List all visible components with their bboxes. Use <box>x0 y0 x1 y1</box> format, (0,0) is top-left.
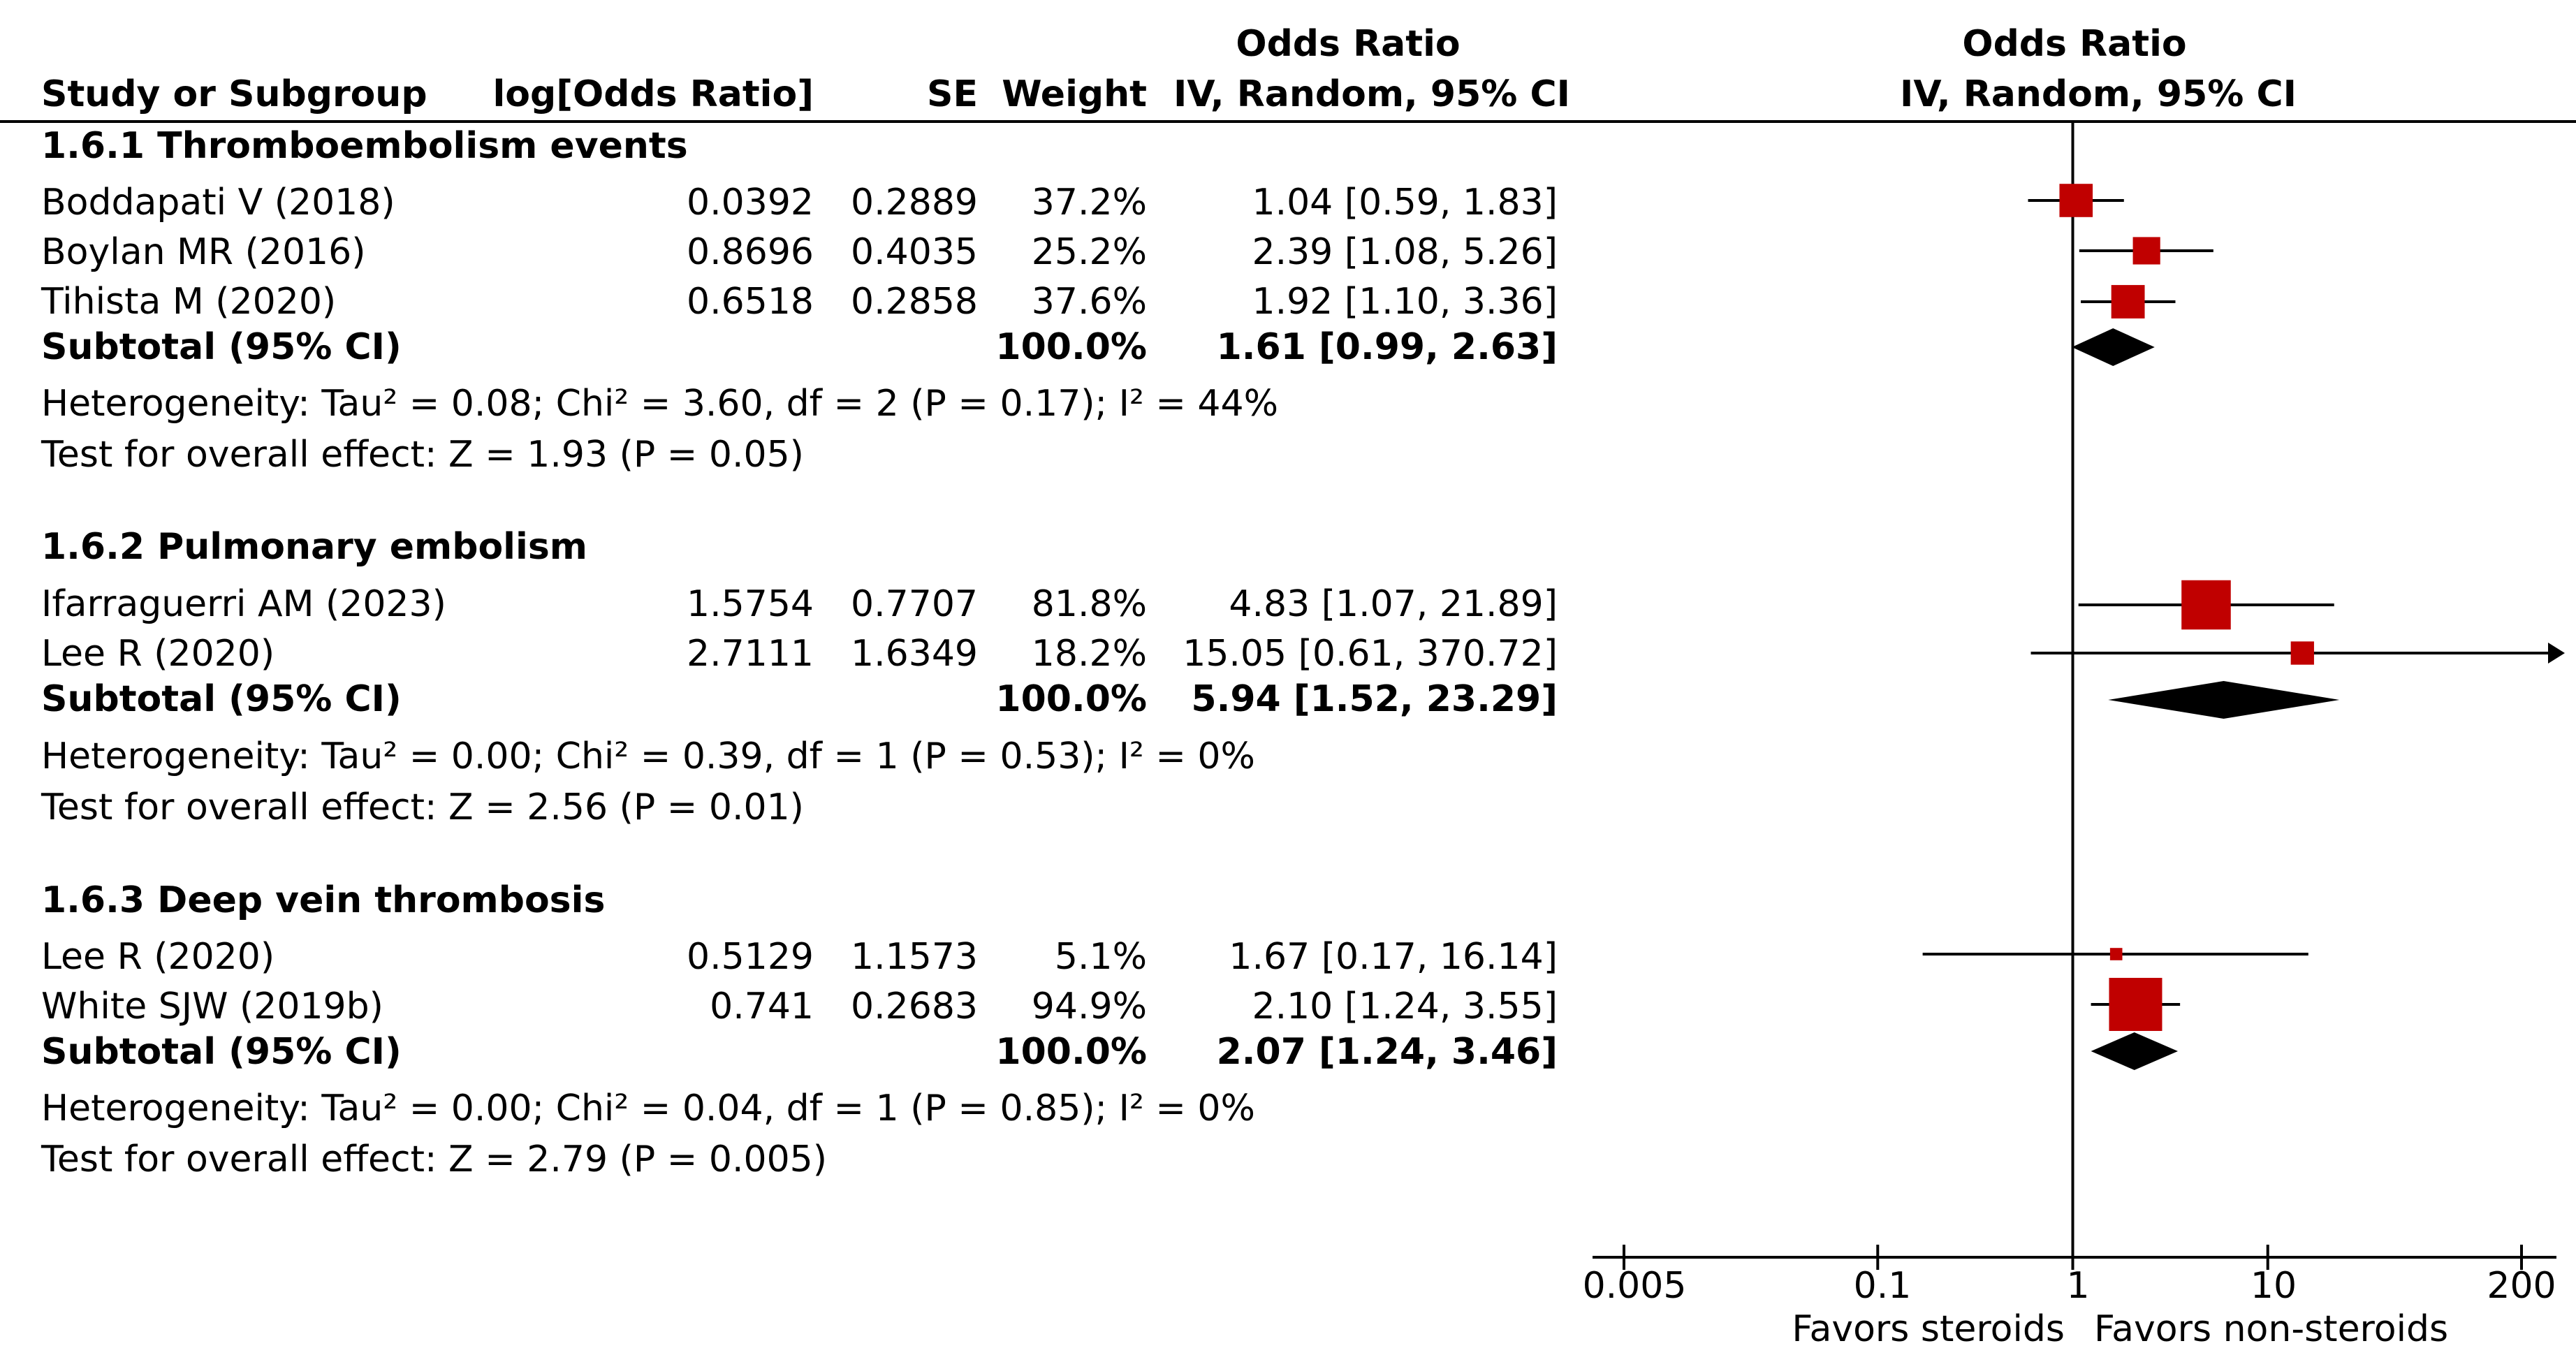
study-weight: 37.6% <box>1031 281 1147 323</box>
heterogeneity-text: Heterogeneity: Tau² = 0.00; Chi² = 0.04,… <box>41 1088 1255 1129</box>
subtotal-weight: 100.0% <box>995 1031 1147 1073</box>
study-name: Boddapati V (2018) <box>41 182 395 224</box>
subtotal-diamond <box>2072 328 2155 366</box>
study-ci: 1.67 [0.17, 16.14] <box>1229 936 1558 978</box>
study-log-or: 0.5129 <box>687 936 814 978</box>
ci-arrow <box>2548 643 2565 664</box>
study-weight: 25.2% <box>1031 231 1147 273</box>
study-name: Lee R (2020) <box>41 633 275 675</box>
overall-effect-text: Test for overall effect: Z = 2.56 (P = 0… <box>41 786 804 828</box>
favors-left-label: Favors steroids <box>1792 1308 2065 1350</box>
subtotal-diamond <box>2108 681 2340 719</box>
study-se: 0.2889 <box>851 182 978 224</box>
study-name: Lee R (2020) <box>41 936 275 978</box>
heterogeneity-text: Heterogeneity: Tau² = 0.00; Chi² = 0.39,… <box>41 735 1255 777</box>
tick-label: 0.1 <box>1853 1265 1912 1307</box>
study-se: 0.2683 <box>851 986 978 1027</box>
subtotal-ci: 5.94 [1.52, 23.29] <box>1191 678 1558 720</box>
study-se: 1.1573 <box>851 936 978 978</box>
study-name: Ifarraguerri AM (2023) <box>41 583 446 625</box>
favors-right-label: Favors non-steroids <box>2094 1308 2449 1350</box>
study-column-header: Study or Subgroup <box>41 73 427 115</box>
subtotal-weight: 100.0% <box>995 326 1147 368</box>
study-se: 0.7707 <box>851 583 978 625</box>
study-weight: 37.2% <box>1031 182 1147 224</box>
tick-label: 10 <box>2250 1265 2297 1307</box>
study-square <box>2111 285 2145 319</box>
study-ci: 2.39 [1.08, 5.26] <box>1252 231 1558 273</box>
study-ci: 1.92 [1.10, 3.36] <box>1252 281 1558 323</box>
study-ci: 4.83 [1.07, 21.89] <box>1229 583 1558 625</box>
subtotal-label: Subtotal (95% CI) <box>41 678 402 720</box>
subtotal-diamond <box>2091 1032 2179 1070</box>
subtotal-label: Subtotal (95% CI) <box>41 326 402 368</box>
log-or-column-header: log[Odds Ratio] <box>492 73 814 115</box>
heterogeneity-text: Heterogeneity: Tau² = 0.08; Chi² = 3.60,… <box>41 383 1278 425</box>
tick-label: 1 <box>2066 1265 2090 1307</box>
study-ci: 1.04 [0.59, 1.83] <box>1252 182 1558 224</box>
study-name: Boylan MR (2016) <box>41 231 366 273</box>
overall-effect-text: Test for overall effect: Z = 1.93 (P = 0… <box>41 434 804 476</box>
study-weight: 81.8% <box>1031 583 1147 625</box>
study-name: Tihista M (2020) <box>41 281 337 323</box>
se-column-header: SE <box>927 73 978 115</box>
study-se: 0.4035 <box>851 231 978 273</box>
study-log-or: 1.5754 <box>687 583 814 625</box>
weight-column-header: Weight <box>1002 73 1147 115</box>
or-method-header: IV, Random, 95% CI <box>1173 73 1570 115</box>
subgroup-title: 1.6.3 Deep vein thrombosis <box>41 879 606 921</box>
subtotal-ci: 1.61 [0.99, 2.63] <box>1216 326 1558 368</box>
subtotal-label: Subtotal (95% CI) <box>41 1031 402 1073</box>
study-log-or: 0.0392 <box>687 182 814 224</box>
study-weight: 94.9% <box>1031 986 1147 1027</box>
subgroup-title: 1.6.1 Thromboembolism events <box>41 125 688 167</box>
study-square <box>2109 948 2123 960</box>
study-log-or: 0.6518 <box>687 281 814 323</box>
study-se: 1.6349 <box>851 633 978 675</box>
plot-method-header: IV, Random, 95% CI <box>1900 73 2297 115</box>
study-log-or: 2.7111 <box>687 633 814 675</box>
study-square <box>2109 978 2162 1031</box>
tick-label: 200 <box>2487 1265 2556 1307</box>
tick-label: 0.005 <box>1582 1265 1687 1307</box>
overall-effect-text: Test for overall effect: Z = 2.79 (P = 0… <box>41 1139 828 1180</box>
study-log-or: 0.8696 <box>687 231 814 273</box>
study-square <box>2290 641 2314 665</box>
study-weight: 5.1% <box>1054 936 1147 978</box>
study-square <box>2181 580 2231 630</box>
plot-header-top: Odds Ratio <box>1962 23 2187 65</box>
study-square <box>2059 184 2093 217</box>
study-ci: 15.05 [0.61, 370.72] <box>1183 633 1558 675</box>
subtotal-ci: 2.07 [1.24, 3.46] <box>1216 1031 1558 1073</box>
study-ci: 2.10 [1.24, 3.55] <box>1252 986 1558 1027</box>
study-log-or: 0.741 <box>710 986 814 1027</box>
study-name: White SJW (2019b) <box>41 986 383 1027</box>
study-weight: 18.2% <box>1031 633 1147 675</box>
subtotal-weight: 100.0% <box>995 678 1147 720</box>
or-header-top: Odds Ratio <box>1236 23 1461 65</box>
subgroup-title: 1.6.2 Pulmonary embolism <box>41 526 587 568</box>
study-square <box>2132 237 2160 265</box>
study-se: 0.2858 <box>851 281 978 323</box>
